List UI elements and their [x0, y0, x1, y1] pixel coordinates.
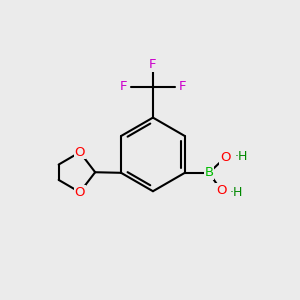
Text: O: O [216, 184, 226, 197]
Text: O: O [75, 146, 85, 159]
Text: F: F [149, 58, 157, 71]
Text: O: O [75, 186, 85, 199]
Text: ·H: ·H [235, 150, 248, 163]
Text: ·H: ·H [230, 186, 243, 199]
Text: B: B [204, 166, 214, 179]
Text: F: F [120, 80, 127, 93]
Text: F: F [178, 80, 186, 93]
Text: O: O [220, 151, 230, 164]
